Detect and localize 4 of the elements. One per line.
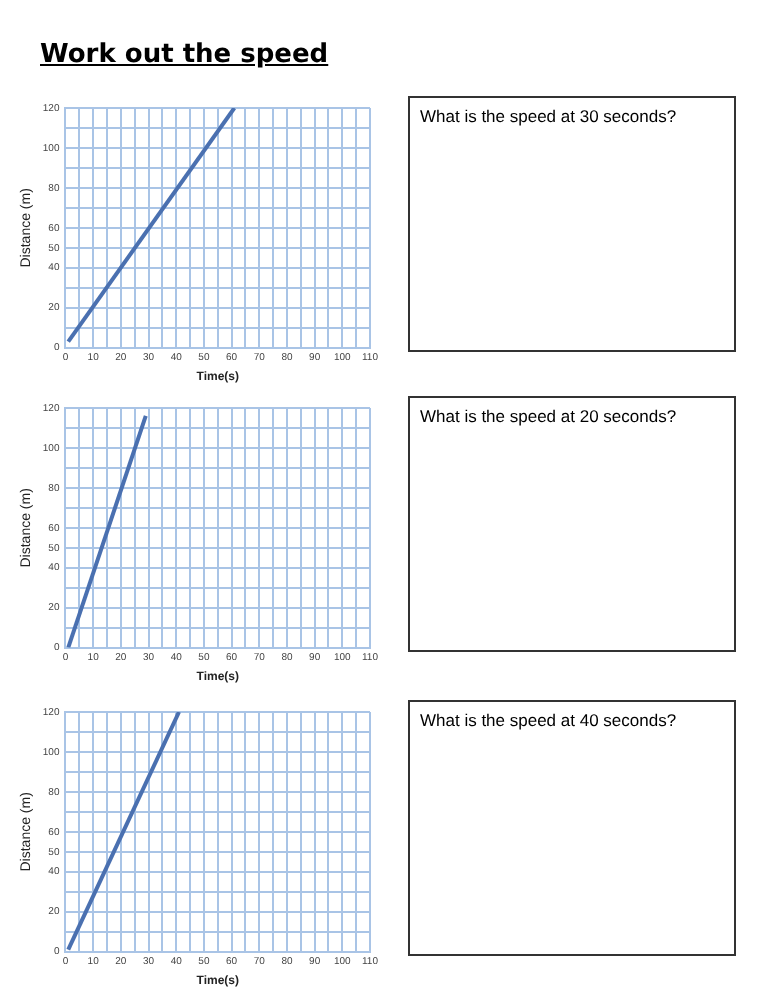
text: What is the speed at 40 seconds? <box>408 700 736 956</box>
text: What is the speed at 20 seconds? <box>408 396 736 652</box>
text: What is the speed at 30 seconds? <box>408 96 736 352</box>
chart-title: Work out the speed <box>40 40 329 70</box>
